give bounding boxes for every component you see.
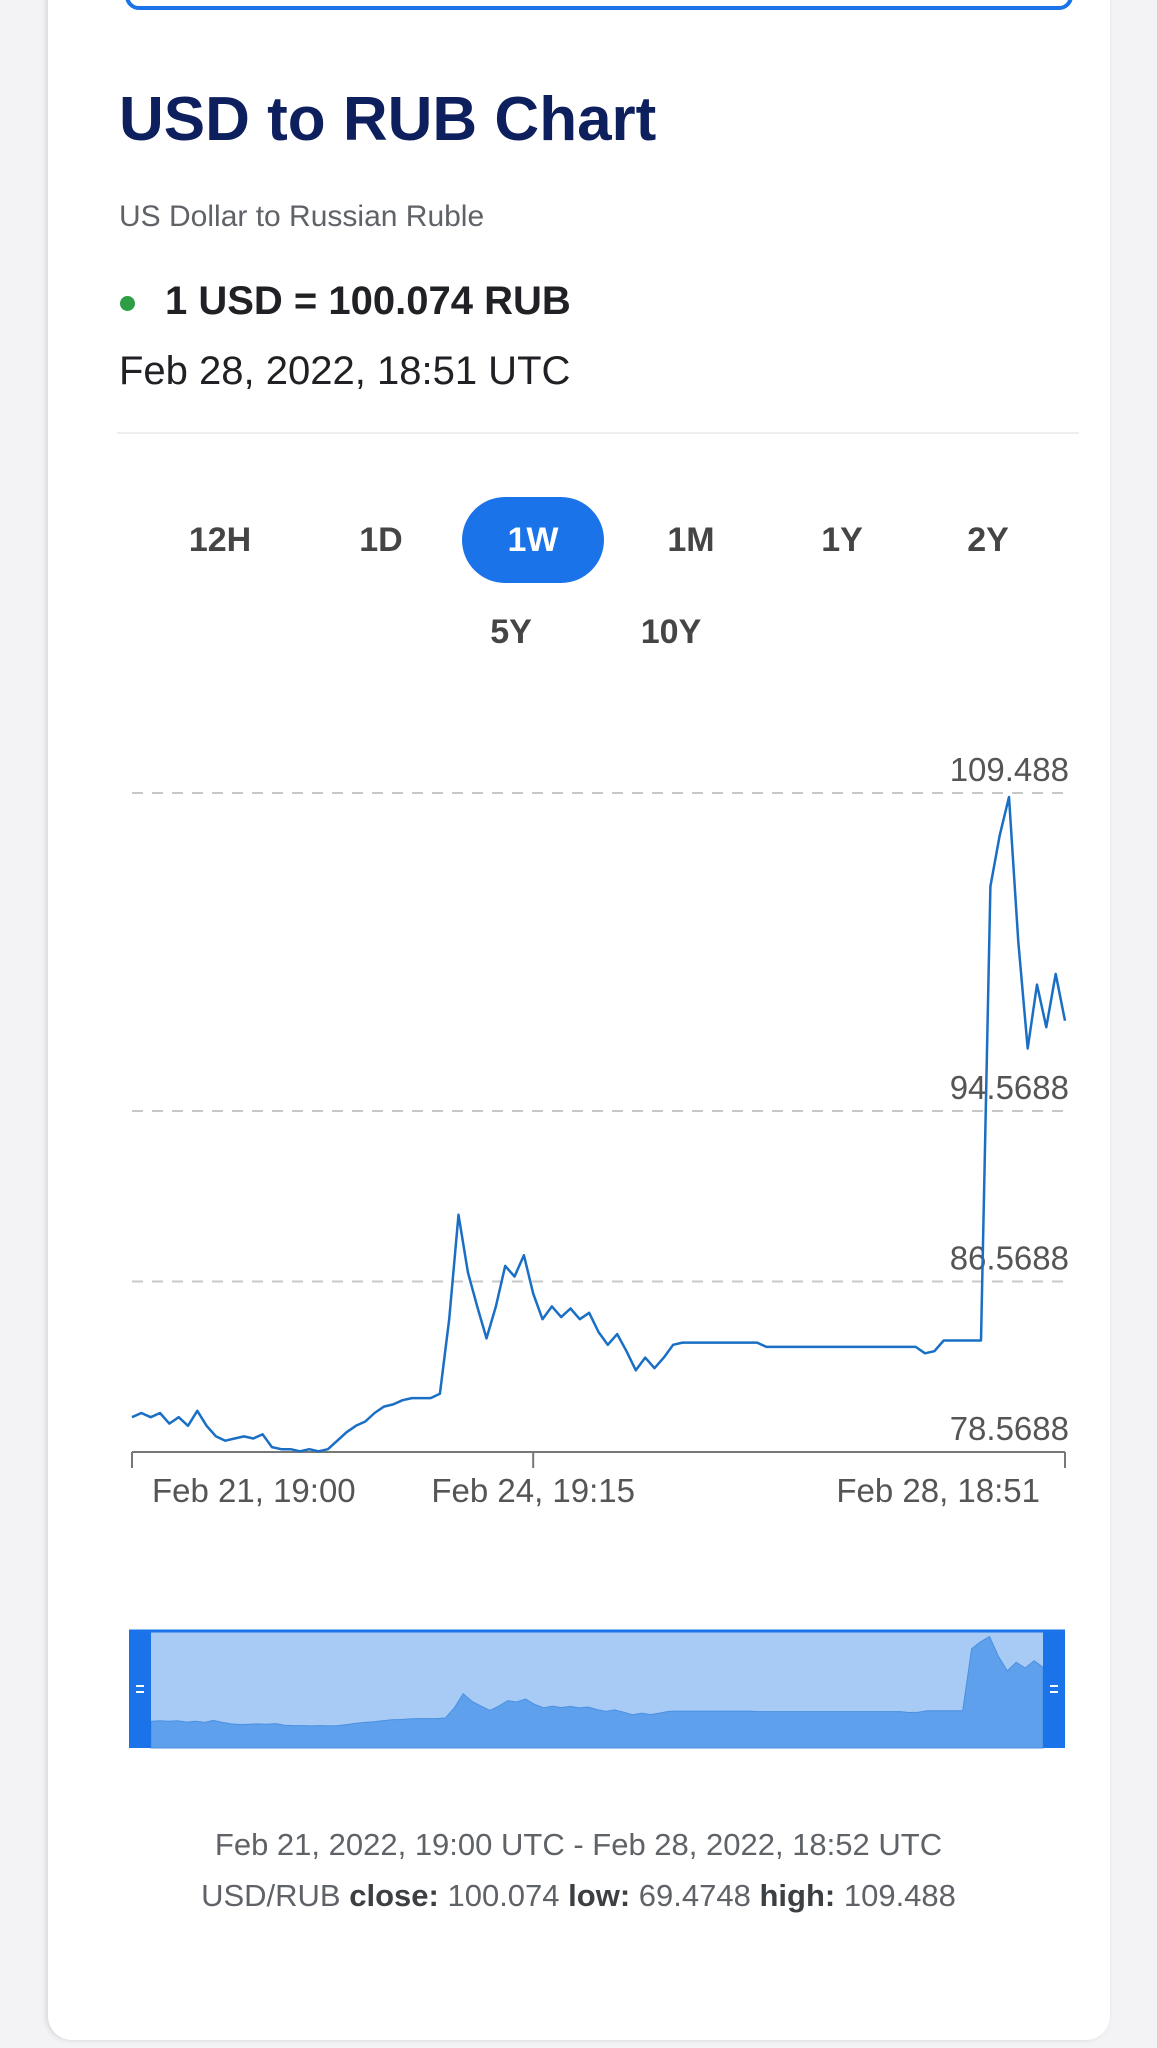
range-button[interactable]: 2Y bbox=[967, 520, 1009, 559]
close: 100.074 bbox=[447, 1878, 560, 1913]
pair: USD/RUB bbox=[201, 1878, 341, 1913]
range-button[interactable]: 1Y bbox=[821, 520, 863, 559]
close-label: close: bbox=[349, 1878, 439, 1913]
y-tick-label: 86.5688 bbox=[950, 1239, 1069, 1276]
range-button[interactable]: 1D bbox=[359, 520, 403, 559]
range-button[interactable]: 1W bbox=[462, 497, 604, 583]
subtitle: US Dollar to Russian Ruble bbox=[119, 200, 485, 233]
low: 69.4748 bbox=[638, 1878, 751, 1913]
timestamp: Feb 28, 2022, 18:51 UTC bbox=[119, 349, 571, 393]
range-button[interactable]: 12H bbox=[188, 520, 252, 559]
divider bbox=[117, 432, 1079, 434]
navigator-handle[interactable] bbox=[1043, 1630, 1065, 1748]
low-label: low: bbox=[568, 1878, 631, 1913]
footer-range: Feb 21, 2022, 19:00 UTC - Feb 28, 2022, … bbox=[214, 1827, 943, 1862]
footer-stats: USD/RUB close: 100.074 low: 69.4748 high… bbox=[0, 1878, 1157, 1914]
range-button[interactable]: 10Y bbox=[640, 612, 702, 651]
high: 109.488 bbox=[843, 1878, 956, 1913]
y-tick-label: 109.488 bbox=[950, 751, 1069, 788]
title: USD to RUB Chart bbox=[119, 85, 657, 154]
status-dot bbox=[120, 296, 135, 311]
x-tick-label: Feb 21, 19:00 bbox=[152, 1472, 356, 1509]
x-tick-label: Feb 28, 18:51 bbox=[836, 1472, 1040, 1509]
y-tick-label: 94.5688 bbox=[950, 1069, 1069, 1106]
y-tick-label: 78.5688 bbox=[950, 1410, 1069, 1447]
x-tick-label: Feb 24, 19:15 bbox=[431, 1472, 635, 1509]
navigator-handle[interactable] bbox=[129, 1630, 151, 1748]
navigator-area bbox=[150, 1635, 1044, 1749]
high-label: high: bbox=[759, 1878, 836, 1913]
range-button[interactable]: 1M bbox=[667, 520, 715, 559]
range-button[interactable]: 5Y bbox=[490, 612, 532, 651]
price-line bbox=[131, 795, 1067, 1453]
rate: 1 USD = 100.074 RUB bbox=[165, 279, 571, 323]
